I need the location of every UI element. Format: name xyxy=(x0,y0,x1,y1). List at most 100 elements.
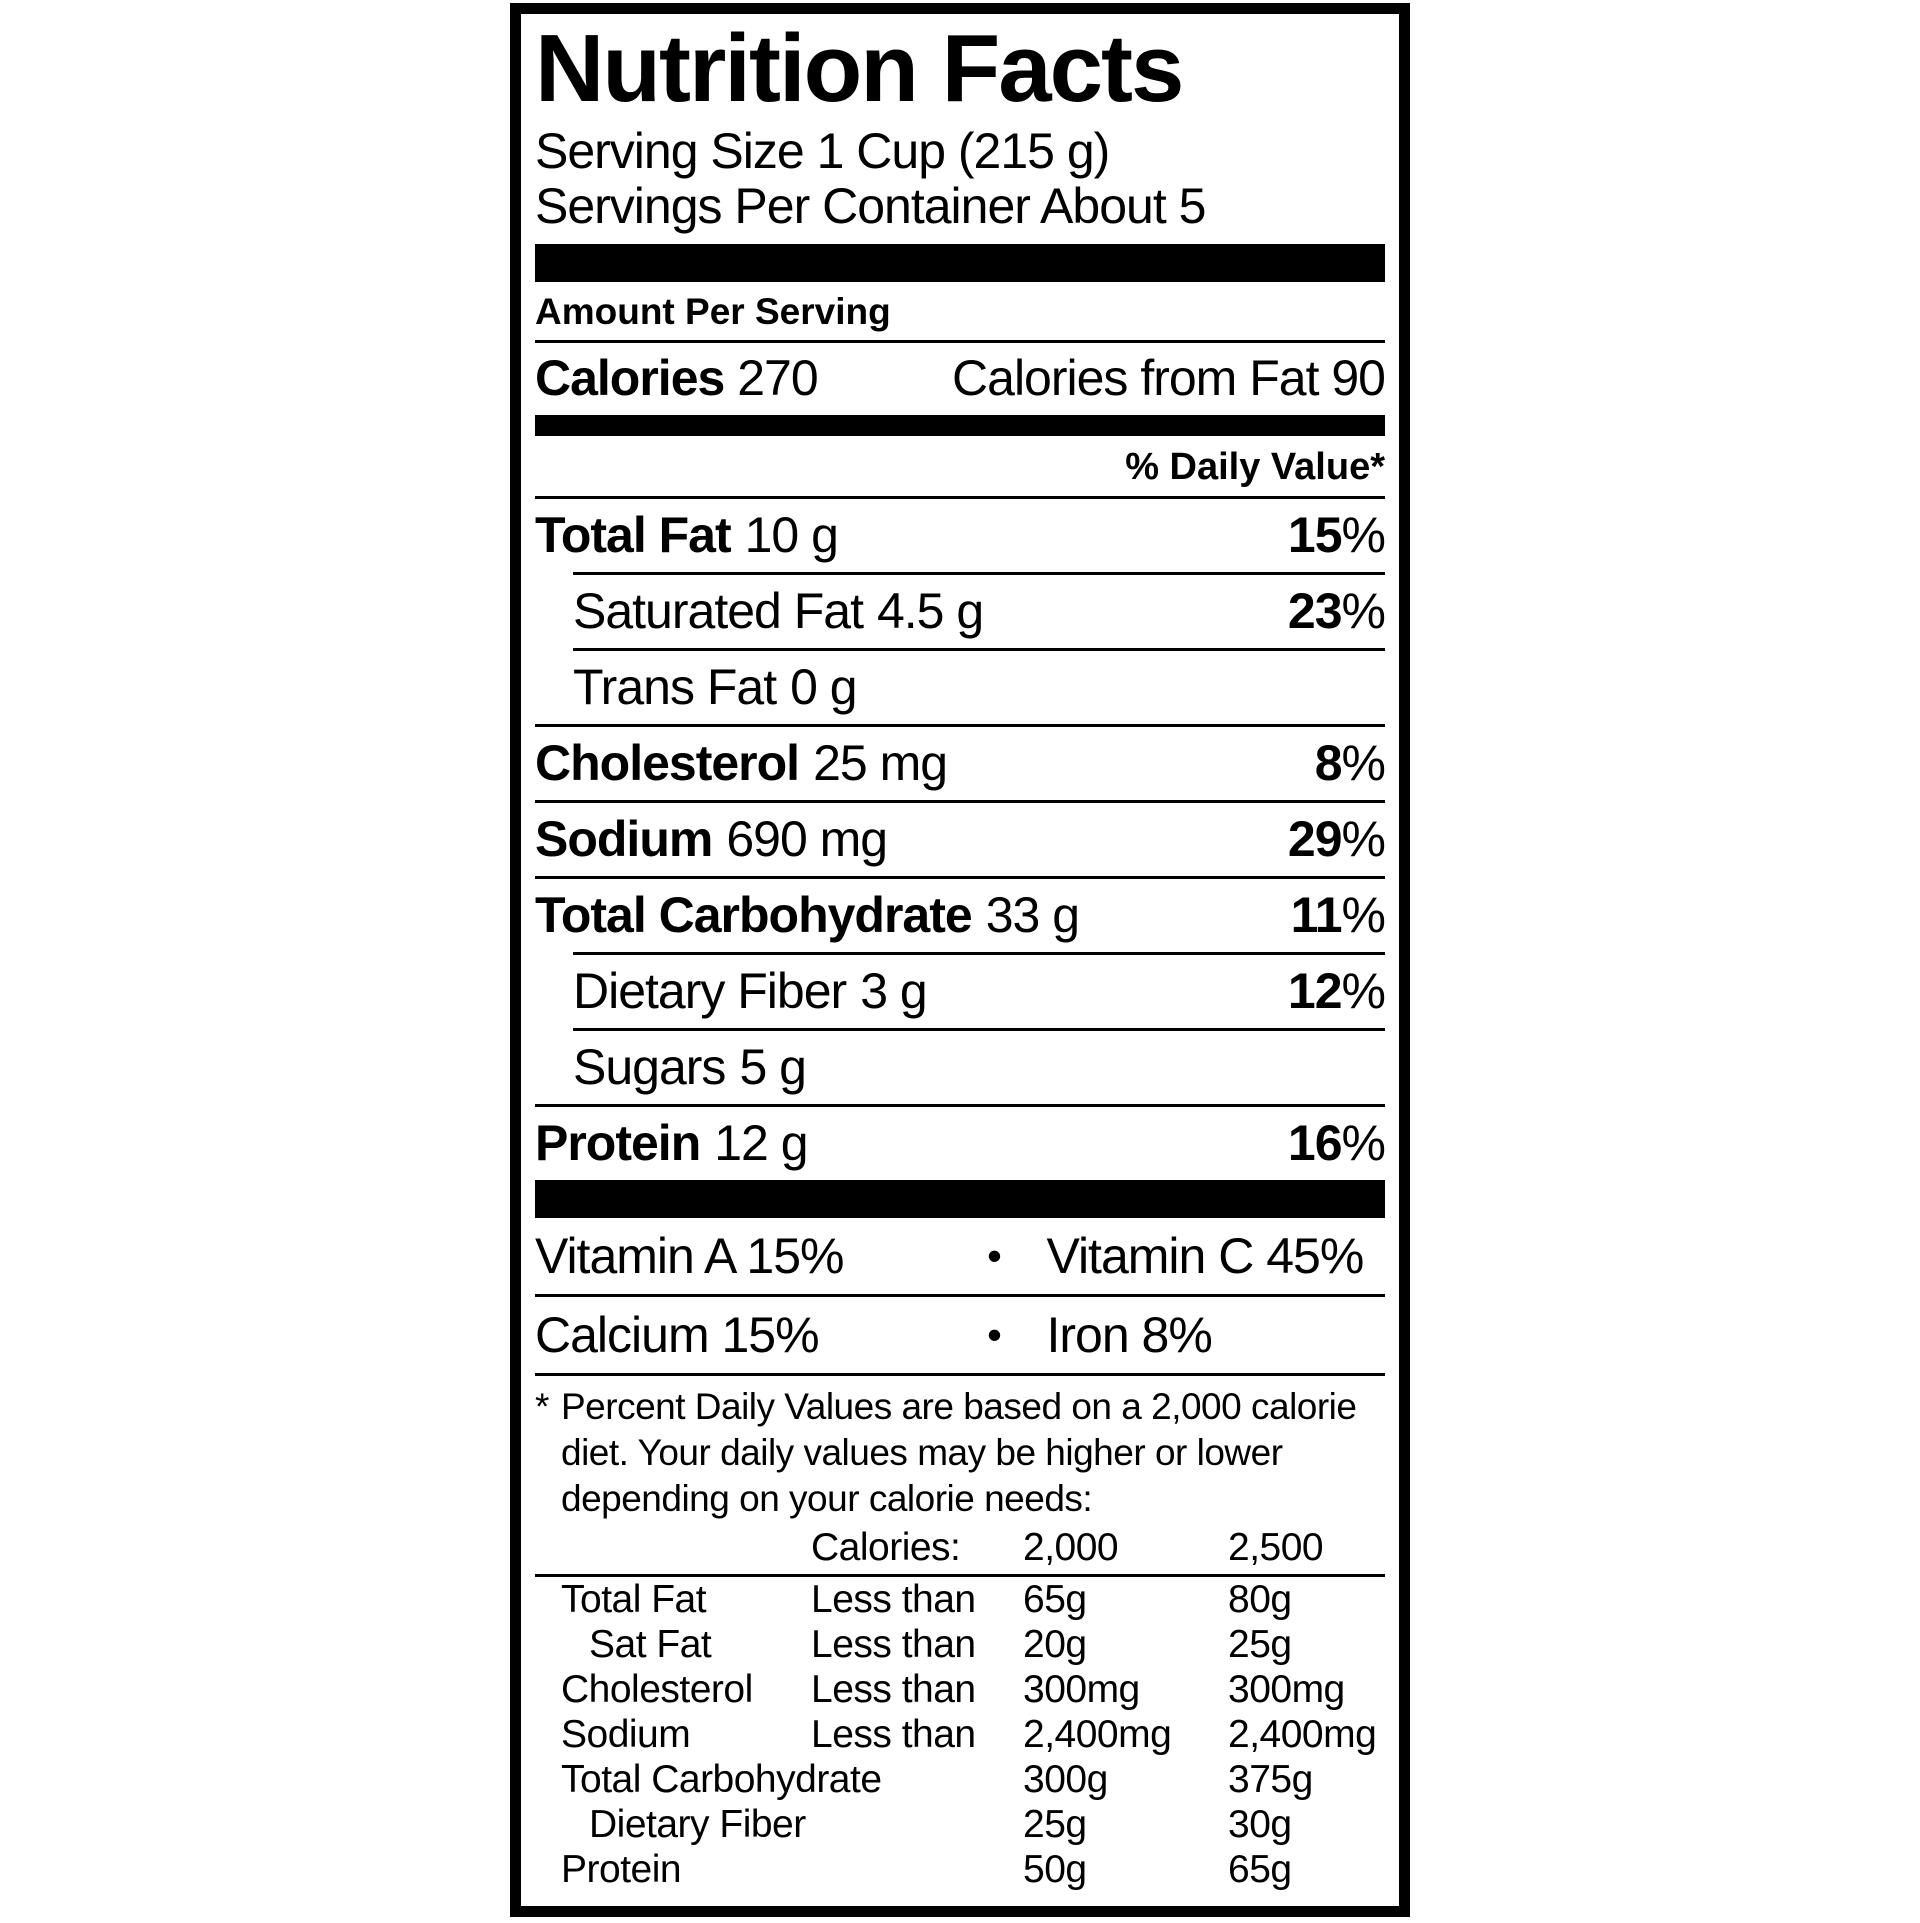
row-separator xyxy=(573,648,1385,651)
nutrient-name: Protein xyxy=(535,1115,701,1171)
nutrient-row-cholesterol: Cholesterol 25 mg 8% xyxy=(535,727,1386,800)
micronutrient-row-minerals: Calcium 15% • Iron 8% xyxy=(535,1297,1385,1373)
dv-row-qualifier xyxy=(811,1802,1023,1847)
daily-value-reference-table: Calories: 2,000 2,500 Total Fat Less tha… xyxy=(535,1522,1385,1892)
row-separator xyxy=(535,800,1385,803)
dv-row-2000: 25g xyxy=(1023,1803,1087,1846)
nutrient-name: Sodium xyxy=(535,811,713,867)
amount-per-serving-heading: Amount Per Serving xyxy=(535,282,1385,343)
nutrient-amount: 33 g xyxy=(985,887,1080,943)
percent-sign: % xyxy=(1341,887,1386,943)
nutrient-row-sodium: Sodium 690 mg 29% xyxy=(535,803,1386,876)
micronutrient-right: Vitamin C 45% xyxy=(1046,1228,1365,1284)
nutrient-name: Total Carbohydrate xyxy=(535,887,973,943)
servings-per-container-line: Servings Per Container About 5 xyxy=(535,178,1206,234)
dv-table-row-sodium: Sodium Less than 2,400mg 2,400mg xyxy=(535,1712,1385,1757)
nutrient-amount: 10 g xyxy=(744,507,839,563)
dv-row-2000: 300mg xyxy=(1023,1668,1140,1711)
calories-value: 270 xyxy=(737,350,818,406)
nutrient-row-protein: Protein 12 g 16% xyxy=(535,1107,1386,1180)
row-separator xyxy=(535,1104,1385,1107)
nutrient-row-dietary-fiber: Dietary Fiber 3 g 12% xyxy=(535,955,1386,1028)
nutrition-facts-label: Nutrition Facts Serving Size 1 Cup (215 … xyxy=(510,3,1410,1917)
nutrient-name: Sugars xyxy=(573,1039,726,1095)
row-separator xyxy=(535,1574,1385,1577)
section-divider-bar xyxy=(535,415,1385,436)
nutrient-name-amount: Sodium 690 mg xyxy=(535,811,888,867)
section-divider-bar xyxy=(535,244,1385,282)
bullet-icon: • xyxy=(987,1311,1002,1358)
row-separator xyxy=(573,1028,1385,1031)
percent-sign: % xyxy=(1341,1115,1386,1171)
dv-row-name: Total Fat xyxy=(561,1578,707,1621)
nutrient-amount: 4.5 g xyxy=(876,583,984,639)
dv-row-name: Protein xyxy=(561,1848,682,1891)
nutrient-daily-value: 12% xyxy=(1287,963,1386,1019)
dv-row-name: Dietary Fiber xyxy=(589,1803,806,1846)
dv-row-2000: 20g xyxy=(1023,1623,1087,1666)
calories-from-fat-value: 90 xyxy=(1331,350,1386,406)
dv-table-row-sat-fat: Sat Fat Less than 20g 25g xyxy=(535,1622,1385,1667)
row-separator xyxy=(573,572,1385,575)
dv-row-name: Sodium xyxy=(561,1713,691,1756)
dv-row-name: Cholesterol xyxy=(561,1668,753,1711)
dv-number: 29 xyxy=(1287,811,1343,867)
dv-table-row-total-carbohydrate: Total Carbohydrate 300g 375g xyxy=(535,1757,1385,1802)
nutrient-name-amount: Sugars 5 g xyxy=(573,1039,807,1095)
nutrient-daily-value: 16% xyxy=(1288,1115,1386,1171)
micronutrient-row-vitamins: Vitamin A 15% • Vitamin C 45% xyxy=(535,1218,1385,1294)
nutrient-name-amount: Saturated Fat 4.5 g xyxy=(573,583,984,639)
dv-row-qualifier: Less than xyxy=(811,1623,976,1666)
dv-table-col-2500: 2,500 xyxy=(1228,1526,1324,1569)
calories-from-fat-label: Calories from Fat xyxy=(952,350,1319,406)
dv-row-2500: 300mg xyxy=(1228,1668,1345,1711)
nutrient-name: Saturated Fat xyxy=(573,583,864,639)
nutrient-name: Total Fat xyxy=(535,507,732,563)
calories-from-fat-cell: Calories from Fat 90 xyxy=(952,350,1386,406)
micronutrient-right: Iron 8% xyxy=(1046,1307,1213,1363)
dv-row-2500: 375g xyxy=(1228,1758,1313,1801)
label-title: Nutrition Facts xyxy=(535,15,1184,122)
dv-table-header-spacer xyxy=(561,1522,811,1574)
dv-row-2000: 65g xyxy=(1023,1578,1087,1621)
dv-table-row-protein: Protein 50g 65g xyxy=(535,1847,1385,1892)
calories-cell: Calories 270 xyxy=(535,350,819,406)
nutrient-amount: 25 mg xyxy=(813,735,948,791)
nutrient-daily-value: 15% xyxy=(1287,507,1386,563)
nutrient-daily-value: 29% xyxy=(1287,811,1386,867)
nutrient-name-amount: Cholesterol 25 mg xyxy=(535,735,948,791)
row-separator xyxy=(535,1294,1385,1297)
nutrient-daily-value: 11% xyxy=(1291,887,1386,943)
dv-row-qualifier xyxy=(811,1847,1023,1892)
dv-row-qualifier: Less than xyxy=(811,1668,976,1711)
dv-row-2500: 30g xyxy=(1228,1803,1292,1846)
nutrient-name-amount: Dietary Fiber 3 g xyxy=(573,963,928,1019)
nutrient-row-sugars: Sugars 5 g xyxy=(535,1031,1385,1104)
footnote-marker: * xyxy=(535,1386,549,1427)
nutrient-name-amount: Total Carbohydrate 33 g xyxy=(535,887,1080,943)
dv-row-qualifier: Less than xyxy=(811,1713,976,1756)
micronutrient-left: Vitamin A 15% xyxy=(535,1228,845,1284)
row-separator xyxy=(573,952,1385,955)
percent-sign: % xyxy=(1341,507,1386,563)
nutrient-name: Trans Fat xyxy=(573,659,777,715)
dv-row-qualifier xyxy=(811,1757,1023,1802)
section-divider-bar xyxy=(535,1180,1385,1218)
nutrient-amount: 5 g xyxy=(739,1039,807,1095)
nutrient-name-amount: Total Fat 10 g xyxy=(535,507,839,563)
dv-row-2500: 25g xyxy=(1228,1623,1292,1666)
dv-number: 15 xyxy=(1287,507,1343,563)
dv-row-2500: 2,400mg xyxy=(1228,1713,1377,1756)
nutrient-row-trans-fat: Trans Fat 0 g xyxy=(535,651,1385,724)
nutrient-row-total-fat: Total Fat 10 g 15% xyxy=(535,499,1386,572)
dv-row-name: Sat Fat xyxy=(589,1623,712,1666)
percent-sign: % xyxy=(1341,583,1386,639)
dv-number: 12 xyxy=(1287,963,1343,1019)
nutrient-amount: 3 g xyxy=(860,963,928,1019)
row-separator xyxy=(535,876,1385,879)
nutrient-row-saturated-fat: Saturated Fat 4.5 g 23% xyxy=(535,575,1386,648)
row-separator xyxy=(535,724,1385,727)
nutrient-name-amount: Trans Fat 0 g xyxy=(573,659,858,715)
bullet-icon: • xyxy=(987,1232,1002,1279)
dv-table-calories-label: Calories: xyxy=(811,1526,961,1569)
